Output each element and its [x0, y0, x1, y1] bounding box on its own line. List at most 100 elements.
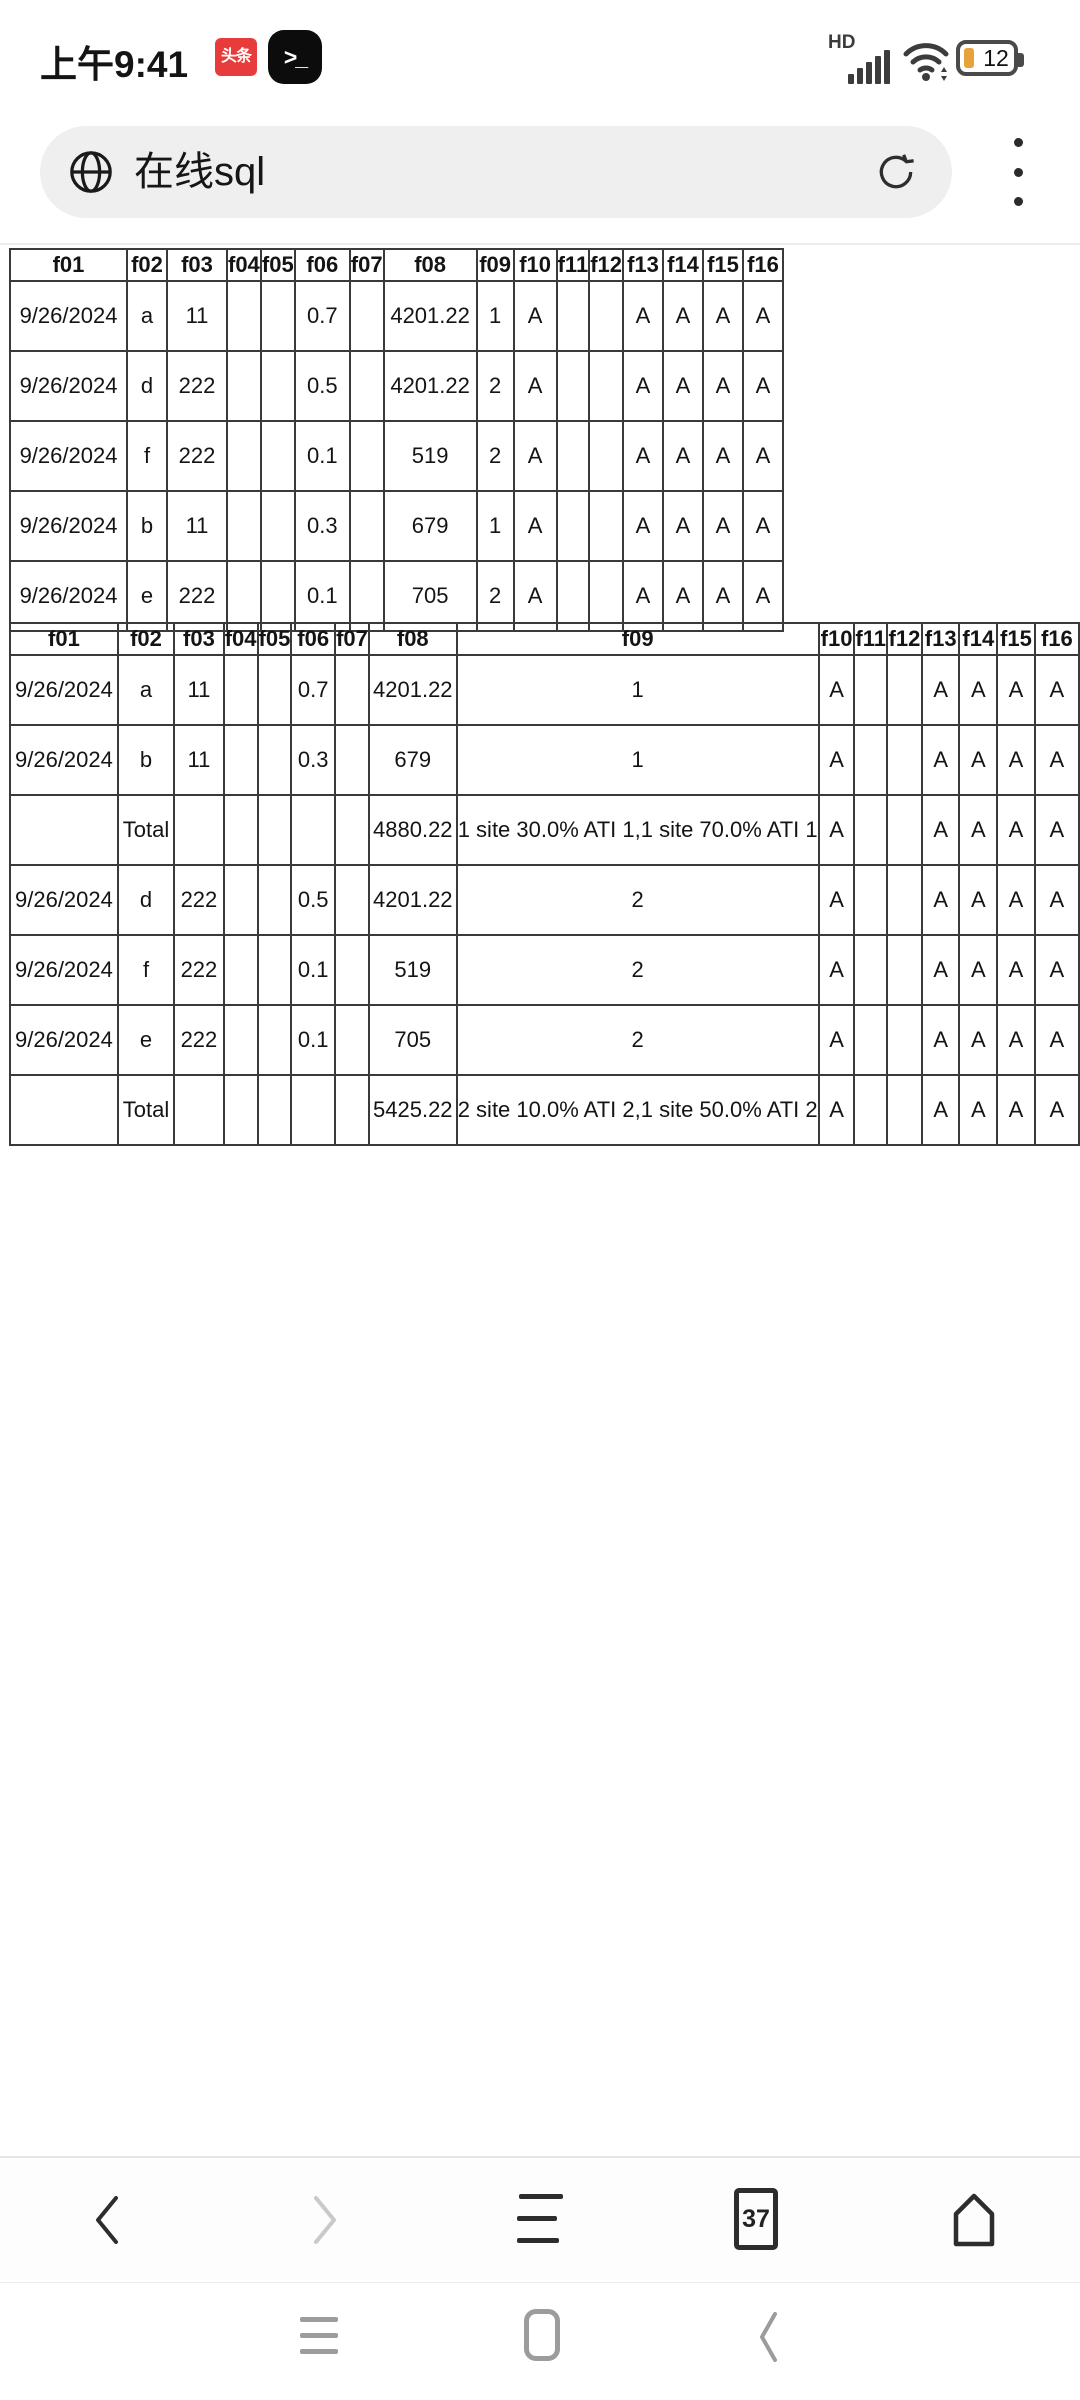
table-cell: 222: [166, 560, 228, 632]
table-cell: 0.1: [293, 560, 351, 632]
table-cell: 2: [455, 1004, 820, 1076]
table-cell: a: [116, 654, 176, 726]
signal-bars-icon: [848, 50, 890, 84]
table-cell: [9, 794, 119, 866]
table-cell: [853, 1004, 889, 1076]
table-cell: A: [920, 724, 961, 796]
table-cell: 5425.22: [367, 1074, 458, 1146]
table-cell: [226, 420, 262, 492]
table-cell: [334, 1004, 370, 1076]
url-query-text[interactable]: 在线sql: [134, 150, 266, 194]
table-cell: 0.1: [293, 420, 351, 492]
table-cell: [259, 280, 296, 352]
table-cell: 9/26/2024: [9, 934, 119, 1006]
table-cell: A: [1033, 724, 1080, 796]
table-row: 9/26/2024 b 11 0.3 679 1 A A A A A: [9, 490, 784, 562]
table-cell: A: [1033, 1004, 1080, 1076]
table-cell: 1: [475, 490, 515, 562]
table-cell: e: [126, 560, 168, 632]
table-cell: 0.1: [290, 1004, 337, 1076]
column-header: f04: [226, 248, 262, 282]
column-header: f05: [256, 622, 293, 656]
toolbar-menu-button[interactable]: [517, 2194, 563, 2246]
table-cell: [334, 724, 370, 796]
battery-percent: 12: [983, 45, 1009, 71]
table-cell: A: [996, 654, 1036, 726]
table-cell: 0.7: [293, 280, 351, 352]
column-header: f01: [9, 248, 128, 282]
table-cell: [290, 1074, 337, 1146]
table-cell: A: [661, 350, 704, 422]
table-cell: A: [701, 420, 744, 492]
table-row: Total 5425.22 2 site 10.0% ATI 2,1 site 50…: [9, 1074, 1080, 1146]
table-row: 9/26/2024 e 222 0.1 705 2 A A A A A: [9, 1004, 1080, 1076]
table-cell: A: [817, 934, 856, 1006]
column-header: f02: [126, 248, 168, 282]
table-cell: [222, 724, 259, 796]
home-button[interactable]: [946, 2190, 1002, 2255]
table-row: 9/26/2024 d 222 0.5 4201.22 2 A A A A A: [9, 864, 1080, 936]
table-row: Total 4880.22 1 site 30.0% ATI 1,1 site 70…: [9, 794, 1080, 866]
table-cell: A: [621, 280, 664, 352]
column-header: f14: [661, 248, 704, 282]
table-cell: A: [512, 560, 558, 632]
table-cell: 679: [382, 490, 478, 562]
table-cell: 11: [173, 654, 225, 726]
column-header: f12: [886, 622, 923, 656]
refresh-button[interactable]: [874, 150, 918, 199]
browser-menu-button[interactable]: [1006, 138, 1030, 206]
forward-button[interactable]: [306, 2192, 344, 2253]
table-cell: A: [701, 560, 744, 632]
table-cell: 2: [475, 560, 515, 632]
system-menu-button[interactable]: [300, 2317, 338, 2355]
table-cell: [588, 490, 624, 562]
table-cell: d: [126, 350, 168, 422]
table-cell: 0.7: [290, 654, 337, 726]
table-cell: [555, 490, 591, 562]
tab-switcher-button[interactable]: 37: [734, 2188, 778, 2250]
table-cell: 0.5: [293, 350, 351, 422]
table-cell: [348, 420, 385, 492]
table-row: 9/26/2024 d 222 0.5 4201.22 2 A A A A A: [9, 350, 784, 422]
table-cell: [259, 420, 296, 492]
system-back-button[interactable]: [756, 2309, 780, 2370]
column-header: f03: [173, 622, 225, 656]
table-cell: A: [512, 490, 558, 562]
table-cell: 9/26/2024: [9, 560, 128, 632]
result-table-1-wrap: f01 f02 f03 f04 f05 f06 f07 f08 f09 f10 f11 f12 f13 f…: [9, 248, 784, 632]
table-cell: [348, 280, 385, 352]
table-cell: [256, 1074, 293, 1146]
table-cell: [334, 934, 370, 1006]
table-cell: 1: [455, 654, 820, 726]
table-cell: A: [512, 350, 558, 422]
system-home-button[interactable]: [524, 2309, 560, 2361]
table-cell: 9/26/2024: [9, 490, 128, 562]
tab-count: 37: [742, 2204, 770, 2233]
battery-nub: [1018, 53, 1024, 67]
table-cell: A: [741, 420, 784, 492]
table-cell: 0.5: [290, 864, 337, 936]
table-cell: Total: [116, 794, 176, 866]
table-cell: [334, 794, 370, 866]
table-cell: 705: [367, 1004, 458, 1076]
address-bar[interactable]: 在线sql: [40, 126, 952, 218]
result-table-2-wrap: f01 f02 f03 f04 f05 f06 f07 f08 f09 f10 f11 f12 f13 f…: [9, 622, 1080, 1146]
table-cell: A: [920, 864, 961, 936]
system-navigation-bar: [0, 2282, 1080, 2400]
table-cell: A: [996, 1004, 1036, 1076]
table-cell: 2: [455, 864, 820, 936]
back-button[interactable]: [88, 2192, 126, 2253]
table-cell: [334, 1074, 370, 1146]
table-cell: [853, 724, 889, 796]
table-cell: A: [958, 724, 999, 796]
table-cell: [173, 1074, 225, 1146]
table-cell: 9/26/2024: [9, 864, 119, 936]
table-cell: A: [920, 1004, 961, 1076]
table-cell: [588, 560, 624, 632]
table-cell: 9/26/2024: [9, 350, 128, 422]
table-cell: A: [741, 560, 784, 632]
column-header: f11: [853, 622, 889, 656]
table-row: 9/26/2024 f 222 0.1 519 2 A A A A A: [9, 420, 784, 492]
column-header: f01: [9, 622, 119, 656]
table-cell: b: [116, 724, 176, 796]
